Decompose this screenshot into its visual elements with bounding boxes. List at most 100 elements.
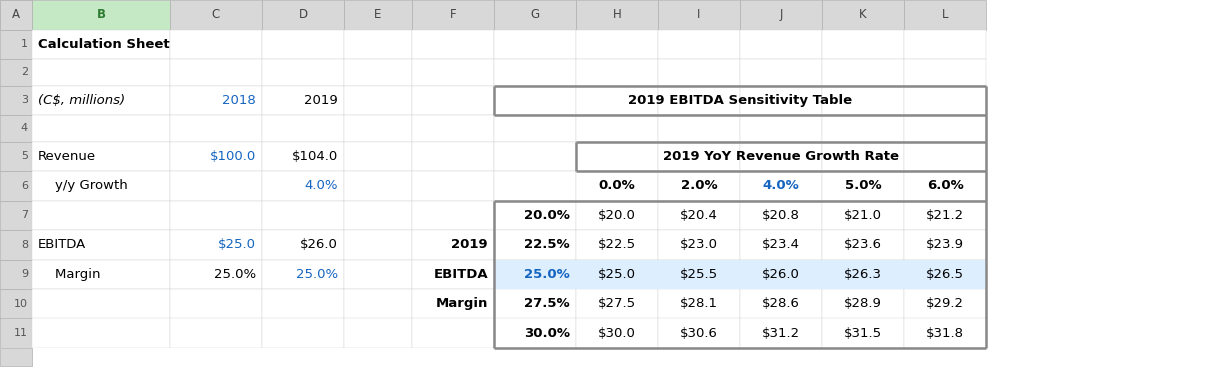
Bar bbox=[577, 230, 658, 260]
Bar bbox=[262, 0, 344, 29]
Bar bbox=[822, 260, 904, 289]
Bar bbox=[169, 289, 262, 318]
Bar bbox=[494, 200, 577, 230]
Bar bbox=[577, 29, 658, 59]
Bar bbox=[0, 142, 32, 171]
Text: $25.0: $25.0 bbox=[218, 238, 256, 251]
Text: $20.0: $20.0 bbox=[599, 209, 636, 222]
Bar bbox=[740, 115, 822, 142]
Bar bbox=[822, 200, 904, 230]
Bar bbox=[169, 142, 262, 171]
Text: 3: 3 bbox=[21, 95, 28, 105]
Bar bbox=[822, 59, 904, 85]
Text: A: A bbox=[12, 8, 20, 21]
Text: E: E bbox=[374, 8, 382, 21]
Bar bbox=[32, 171, 169, 200]
Bar bbox=[262, 230, 344, 260]
Bar bbox=[822, 171, 904, 200]
Text: $27.5: $27.5 bbox=[599, 297, 636, 310]
Bar bbox=[262, 171, 344, 200]
Text: 20.0%: 20.0% bbox=[524, 209, 570, 222]
Bar bbox=[904, 289, 986, 318]
Bar bbox=[412, 318, 494, 348]
Bar bbox=[658, 318, 740, 348]
Bar bbox=[658, 230, 740, 260]
Text: 30.0%: 30.0% bbox=[524, 327, 570, 340]
Bar bbox=[577, 260, 658, 289]
Bar bbox=[262, 260, 344, 289]
Bar bbox=[412, 115, 494, 142]
Text: $31.8: $31.8 bbox=[926, 327, 964, 340]
Bar bbox=[577, 260, 658, 289]
Text: $21.0: $21.0 bbox=[844, 209, 883, 222]
Bar bbox=[740, 200, 822, 230]
Text: $31.5: $31.5 bbox=[844, 327, 883, 340]
Bar bbox=[822, 142, 904, 171]
Bar bbox=[32, 85, 169, 115]
Bar bbox=[658, 260, 740, 289]
Text: Revenue: Revenue bbox=[38, 150, 96, 163]
Bar bbox=[904, 318, 986, 348]
Bar bbox=[262, 142, 344, 171]
Bar bbox=[0, 260, 32, 289]
Bar bbox=[904, 230, 986, 260]
Text: I: I bbox=[697, 8, 701, 21]
Bar bbox=[740, 59, 822, 85]
Text: $22.5: $22.5 bbox=[599, 238, 636, 251]
Bar bbox=[494, 230, 577, 260]
Text: D: D bbox=[299, 8, 307, 21]
Bar bbox=[577, 200, 658, 230]
Bar bbox=[904, 260, 986, 289]
Bar bbox=[412, 260, 494, 289]
Bar bbox=[169, 260, 262, 289]
Text: 2019 YoY Revenue Growth Rate: 2019 YoY Revenue Growth Rate bbox=[663, 150, 898, 163]
Text: C: C bbox=[212, 8, 221, 21]
Bar bbox=[494, 171, 577, 200]
Bar bbox=[412, 230, 494, 260]
Text: 11: 11 bbox=[13, 328, 28, 338]
Text: $28.9: $28.9 bbox=[844, 297, 881, 310]
Text: 1: 1 bbox=[21, 39, 28, 49]
Bar bbox=[494, 29, 577, 59]
Text: Margin: Margin bbox=[435, 297, 488, 310]
Text: $20.4: $20.4 bbox=[680, 209, 718, 222]
Bar bbox=[32, 289, 169, 318]
Bar bbox=[262, 85, 344, 115]
Bar bbox=[32, 115, 169, 142]
Bar bbox=[740, 85, 822, 115]
Bar bbox=[344, 115, 412, 142]
Bar bbox=[169, 0, 262, 29]
Bar bbox=[494, 318, 577, 348]
Text: 22.5%: 22.5% bbox=[524, 238, 570, 251]
Bar bbox=[0, 348, 32, 366]
Text: 6.0%: 6.0% bbox=[926, 179, 963, 192]
Bar bbox=[904, 85, 986, 115]
Bar bbox=[0, 0, 32, 29]
Bar bbox=[740, 260, 822, 289]
Text: 4.0%: 4.0% bbox=[763, 179, 800, 192]
Text: $23.6: $23.6 bbox=[844, 238, 883, 251]
Bar bbox=[169, 115, 262, 142]
Bar bbox=[344, 200, 412, 230]
Text: EBITDA: EBITDA bbox=[38, 238, 87, 251]
Bar bbox=[0, 200, 32, 230]
Text: $28.1: $28.1 bbox=[680, 297, 718, 310]
Bar bbox=[494, 260, 577, 289]
Bar bbox=[904, 142, 986, 171]
Bar bbox=[32, 59, 169, 85]
Text: y/y Growth: y/y Growth bbox=[38, 179, 128, 192]
Text: 6: 6 bbox=[21, 181, 28, 191]
Text: EBITDA: EBITDA bbox=[434, 268, 488, 281]
Bar bbox=[344, 260, 412, 289]
Bar bbox=[412, 85, 494, 115]
Bar bbox=[740, 230, 822, 260]
Text: 25.0%: 25.0% bbox=[213, 268, 256, 281]
Text: $26.0: $26.0 bbox=[300, 238, 338, 251]
Bar bbox=[262, 115, 344, 142]
Bar bbox=[344, 0, 412, 29]
Text: 5.0%: 5.0% bbox=[845, 179, 881, 192]
Bar bbox=[494, 142, 577, 171]
Text: 7: 7 bbox=[21, 210, 28, 220]
Bar bbox=[822, 0, 904, 29]
Bar bbox=[0, 289, 32, 318]
